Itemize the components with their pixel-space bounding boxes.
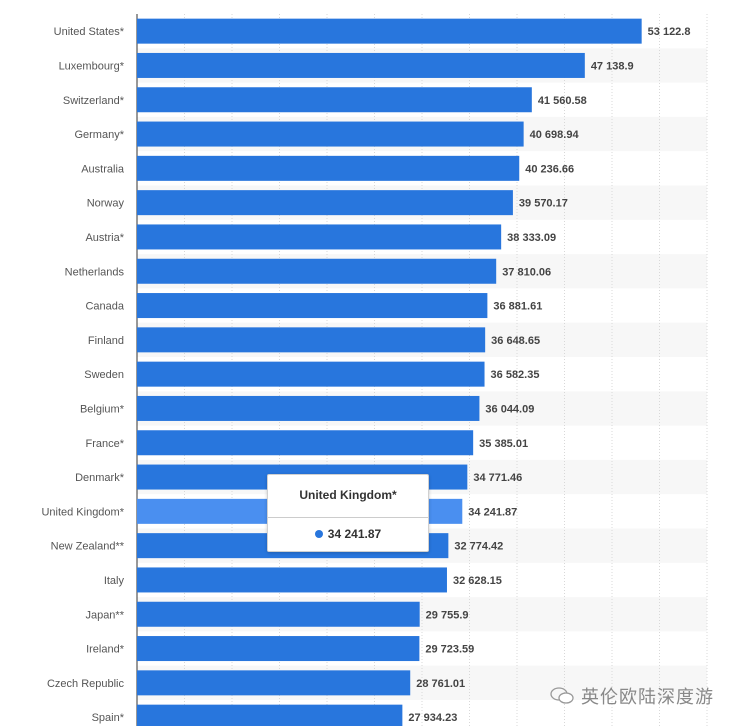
value-label: 28 761.01 — [416, 678, 465, 690]
watermark: 英伦欧陆深度游 — [549, 683, 714, 709]
value-label: 40 236.66 — [525, 163, 574, 175]
value-label: 32 628.15 — [453, 575, 502, 587]
value-label: 36 881.61 — [493, 301, 542, 313]
value-label: 29 723.59 — [425, 644, 474, 656]
bar — [137, 258, 497, 284]
bar — [137, 121, 524, 147]
bar — [137, 155, 520, 181]
value-label: 34 771.46 — [473, 472, 522, 484]
tooltip-value: 34 241.87 — [327, 527, 382, 541]
category-label: United States* — [54, 26, 125, 38]
bar — [137, 567, 447, 593]
value-label: 53 122.8 — [648, 26, 691, 38]
category-label: Spain* — [92, 712, 125, 724]
category-label: Canada — [85, 301, 124, 313]
category-label: Netherlands — [65, 266, 125, 278]
value-label: 34 241.87 — [468, 506, 517, 518]
value-label: 41 560.58 — [538, 95, 587, 107]
bar — [137, 670, 411, 696]
bar — [137, 190, 513, 216]
value-label: 29 755.9 — [426, 609, 469, 621]
bar — [137, 87, 532, 113]
watermark-text: 英伦欧陆深度游 — [581, 687, 714, 707]
tooltip-title: United Kingdom* — [268, 475, 428, 518]
tooltip: United Kingdom* 34 241.87 — [267, 474, 429, 552]
category-label: Finland — [88, 335, 124, 347]
category-label: Belgium* — [80, 403, 125, 415]
value-label: 27 934.23 — [408, 712, 457, 724]
category-label: Switzerland* — [63, 95, 125, 107]
bar — [137, 430, 474, 456]
value-label: 36 582.35 — [491, 369, 540, 381]
bar — [137, 395, 480, 421]
category-label: France* — [85, 438, 124, 450]
value-label: 32 774.42 — [454, 541, 503, 553]
bar — [137, 361, 485, 387]
category-label: Germany* — [74, 129, 124, 141]
category-label: Denmark* — [75, 472, 125, 484]
category-label: Italy — [104, 575, 125, 587]
category-label: Australia — [81, 163, 125, 175]
value-label: 37 810.06 — [502, 266, 551, 278]
wechat-icon — [550, 687, 574, 704]
category-label: United Kingdom* — [41, 506, 124, 518]
bar — [137, 18, 642, 44]
bar — [137, 293, 488, 319]
value-label: 36 648.65 — [491, 335, 540, 347]
category-label: Sweden — [84, 369, 124, 381]
category-label: Luxembourg* — [59, 60, 125, 72]
value-label: 35 385.01 — [479, 438, 528, 450]
bar — [137, 224, 502, 250]
category-label: Japan** — [85, 609, 124, 621]
series-dot-icon — [314, 530, 323, 538]
bar — [137, 52, 585, 78]
category-label: Czech Republic — [47, 678, 125, 690]
value-label: 39 570.17 — [519, 198, 568, 210]
bar — [137, 704, 403, 726]
bar — [137, 601, 420, 627]
value-label: 36 044.09 — [485, 403, 534, 415]
value-label: 40 698.94 — [530, 129, 580, 141]
category-label: Austria* — [85, 232, 124, 244]
bar — [137, 327, 486, 353]
category-label: Norway — [87, 198, 125, 210]
bar — [137, 636, 420, 662]
value-label: 47 138.9 — [591, 60, 634, 72]
category-label: Ireland* — [86, 644, 125, 656]
category-label: New Zealand** — [51, 541, 125, 553]
value-label: 38 333.09 — [507, 232, 556, 244]
